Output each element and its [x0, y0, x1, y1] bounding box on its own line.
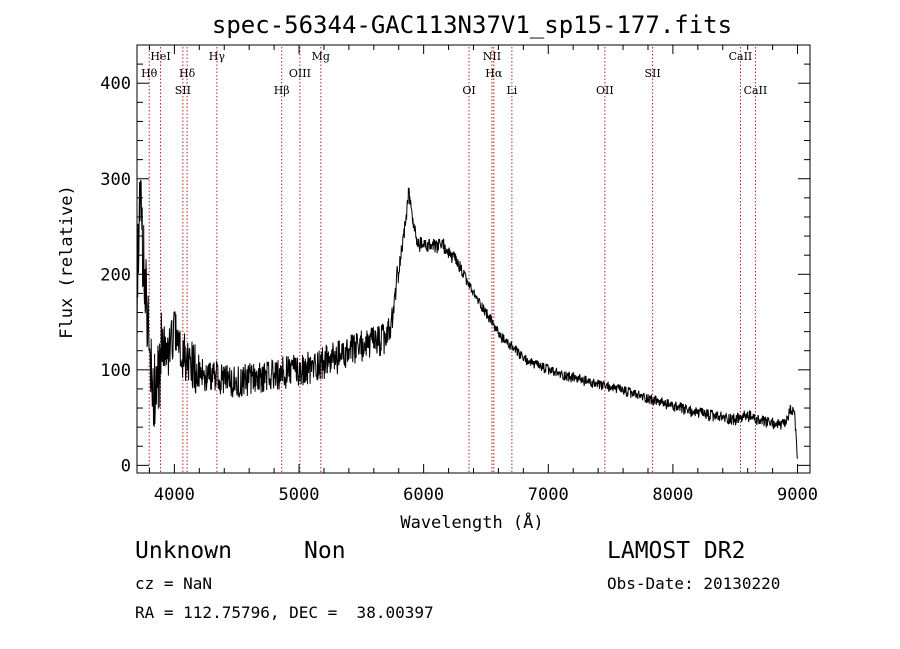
spectral-line-label: CaII — [744, 84, 768, 97]
spectral-line-label: Hθ — [141, 67, 158, 80]
spectral-line-label: Li — [506, 84, 517, 97]
observation-date: Obs-Date: 20130220 — [607, 574, 781, 593]
spectral-line-label: Hγ — [209, 50, 226, 63]
spectrum-line — [136, 179, 798, 459]
y-tick-label: 200 — [100, 265, 131, 285]
spectral-line-label: Mg — [312, 50, 330, 63]
spectral-line-label: NII — [483, 50, 501, 63]
survey-name: LAMOST DR2 — [607, 538, 746, 564]
x-tick-label: 7000 — [528, 485, 569, 505]
x-axis-ticks: 4000 5000 6000 7000 8000 9000 — [148, 45, 818, 505]
y-tick-label: 0 — [121, 456, 131, 476]
y-tick-label: 400 — [100, 74, 131, 94]
y-axis-ticks: 0 100 200 300 400 — [100, 63, 810, 476]
spectral-line-label: Hα — [485, 67, 503, 80]
spectral-line-label: CaII — [729, 50, 753, 63]
x-axis-label: Wavelength (Å) — [400, 511, 543, 533]
chart-title: spec-56344-GAC113N37V1_sp15-177.fits — [212, 11, 732, 39]
x-tick-label: 6000 — [403, 485, 444, 505]
y-tick-label: 100 — [100, 361, 131, 381]
spectral-line-label: OIII — [289, 67, 311, 80]
spectral-line-label: Hβ — [274, 84, 290, 97]
spectral-line-label: HeI — [150, 50, 170, 63]
redshift-cz: cz = NaN — [135, 574, 213, 593]
spectral-line-label: SII — [175, 84, 191, 97]
x-tick-label: 4000 — [154, 485, 195, 505]
y-tick-label: 300 — [100, 170, 131, 190]
ra-dec-coordinates: RA = 112.75796, DEC = 38.00397 — [135, 603, 434, 622]
x-tick-label: 8000 — [652, 485, 693, 505]
spectral-line-label: OI — [462, 84, 475, 97]
plot-frame — [136, 44, 811, 474]
x-tick-label: 5000 — [279, 485, 320, 505]
spectral-line-label: SII — [644, 67, 660, 80]
y-axis-label: Flux (relative) — [57, 185, 77, 339]
spectral-line-label: OII — [596, 84, 614, 97]
spectral-line-label: Hδ — [179, 67, 196, 80]
x-tick-label: 9000 — [777, 485, 818, 505]
object-subclass: Non — [304, 538, 346, 564]
object-class: Unknown — [135, 538, 232, 564]
